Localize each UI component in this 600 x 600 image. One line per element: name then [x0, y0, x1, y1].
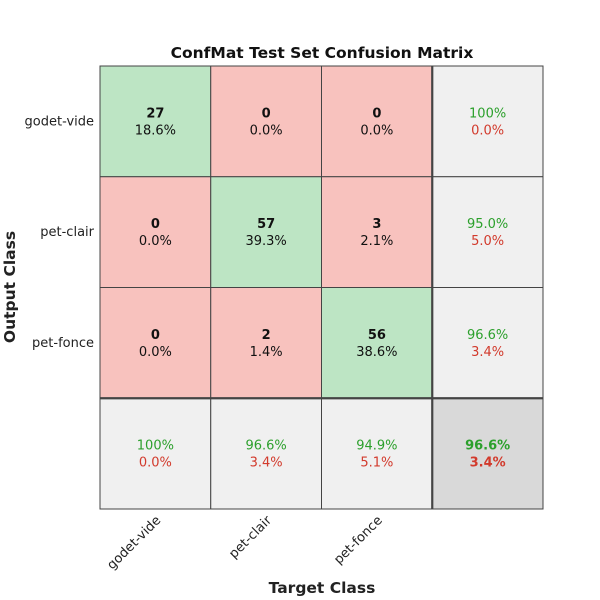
row-error: 0.0% — [471, 123, 504, 138]
matrix-grid: 27 18.6% 0 0.0% 0 0.0% 0 0.0% 57 39.3% 3 2.1% 0 0.0% 2… — [99, 65, 544, 510]
col-recall: 100% — [137, 439, 174, 454]
cell-count: 0 — [372, 106, 381, 121]
y-tick-label: pet-clair — [40, 225, 94, 240]
matrix-cell — [210, 65, 322, 178]
row-error: 3.4% — [471, 345, 504, 360]
row-summary-cell — [431, 65, 544, 178]
y-tick-label: godet-vide — [25, 114, 94, 129]
cell-percent: 0.0% — [139, 345, 172, 360]
cell-percent: 39.3% — [245, 234, 286, 249]
cell-percent: 0.0% — [139, 234, 172, 249]
cell-count: 56 — [368, 328, 386, 343]
cell-count: 57 — [257, 217, 275, 232]
col-summary-cell — [99, 397, 212, 510]
cell-percent: 1.4% — [250, 345, 283, 360]
row-precision: 96.6% — [467, 328, 508, 343]
cell-percent: 38.6% — [356, 345, 397, 360]
chart-title: ConfMat Test Set Confusion Matrix — [171, 44, 474, 62]
x-tick-labels: godet-vide pet-clair pet-fonce — [104, 513, 385, 573]
col-summary-cell — [210, 397, 322, 510]
matrix-cell — [99, 176, 212, 288]
matrix-cell — [321, 287, 433, 399]
col-error: 0.0% — [139, 456, 172, 471]
matrix-cell — [321, 176, 433, 288]
cell-count: 0 — [262, 106, 271, 121]
row-precision: 95.0% — [467, 217, 508, 232]
row-summary-cell — [431, 176, 544, 288]
cell-percent: 18.6% — [135, 123, 176, 138]
matrix-cell — [210, 287, 322, 399]
cell-percent: 0.0% — [360, 123, 393, 138]
x-tick-label: pet-clair — [226, 513, 275, 562]
y-tick-label: pet-fonce — [32, 336, 94, 351]
row-summary-cell — [431, 287, 544, 399]
row-precision: 100% — [469, 106, 506, 121]
row-error: 5.0% — [471, 234, 504, 249]
cell-count: 0 — [151, 328, 160, 343]
matrix-cell — [99, 287, 212, 399]
cell-percent: 2.1% — [360, 234, 393, 249]
y-axis-title: Output Class — [1, 231, 19, 343]
cell-percent: 0.0% — [250, 123, 283, 138]
cell-count: 2 — [262, 328, 271, 343]
cell-count: 0 — [151, 217, 160, 232]
x-axis-title: Target Class — [269, 579, 376, 597]
overall-error: 3.4% — [470, 456, 506, 471]
matrix-cell — [321, 65, 433, 178]
cell-count: 27 — [146, 106, 164, 121]
col-error: 3.4% — [250, 456, 283, 471]
overall-accuracy: 96.6% — [465, 439, 510, 454]
col-recall: 94.9% — [356, 439, 397, 454]
matrix-cell — [99, 65, 212, 178]
col-summary-cell — [321, 397, 433, 510]
col-recall: 96.6% — [245, 439, 286, 454]
cell-count: 3 — [372, 217, 381, 232]
x-tick-label: pet-fonce — [331, 513, 385, 567]
overall-cell — [431, 397, 544, 510]
y-tick-labels: godet-vide pet-clair pet-fonce — [25, 114, 95, 351]
col-error: 5.1% — [360, 456, 393, 471]
x-tick-label: godet-vide — [104, 513, 164, 573]
matrix-cell — [210, 176, 322, 288]
